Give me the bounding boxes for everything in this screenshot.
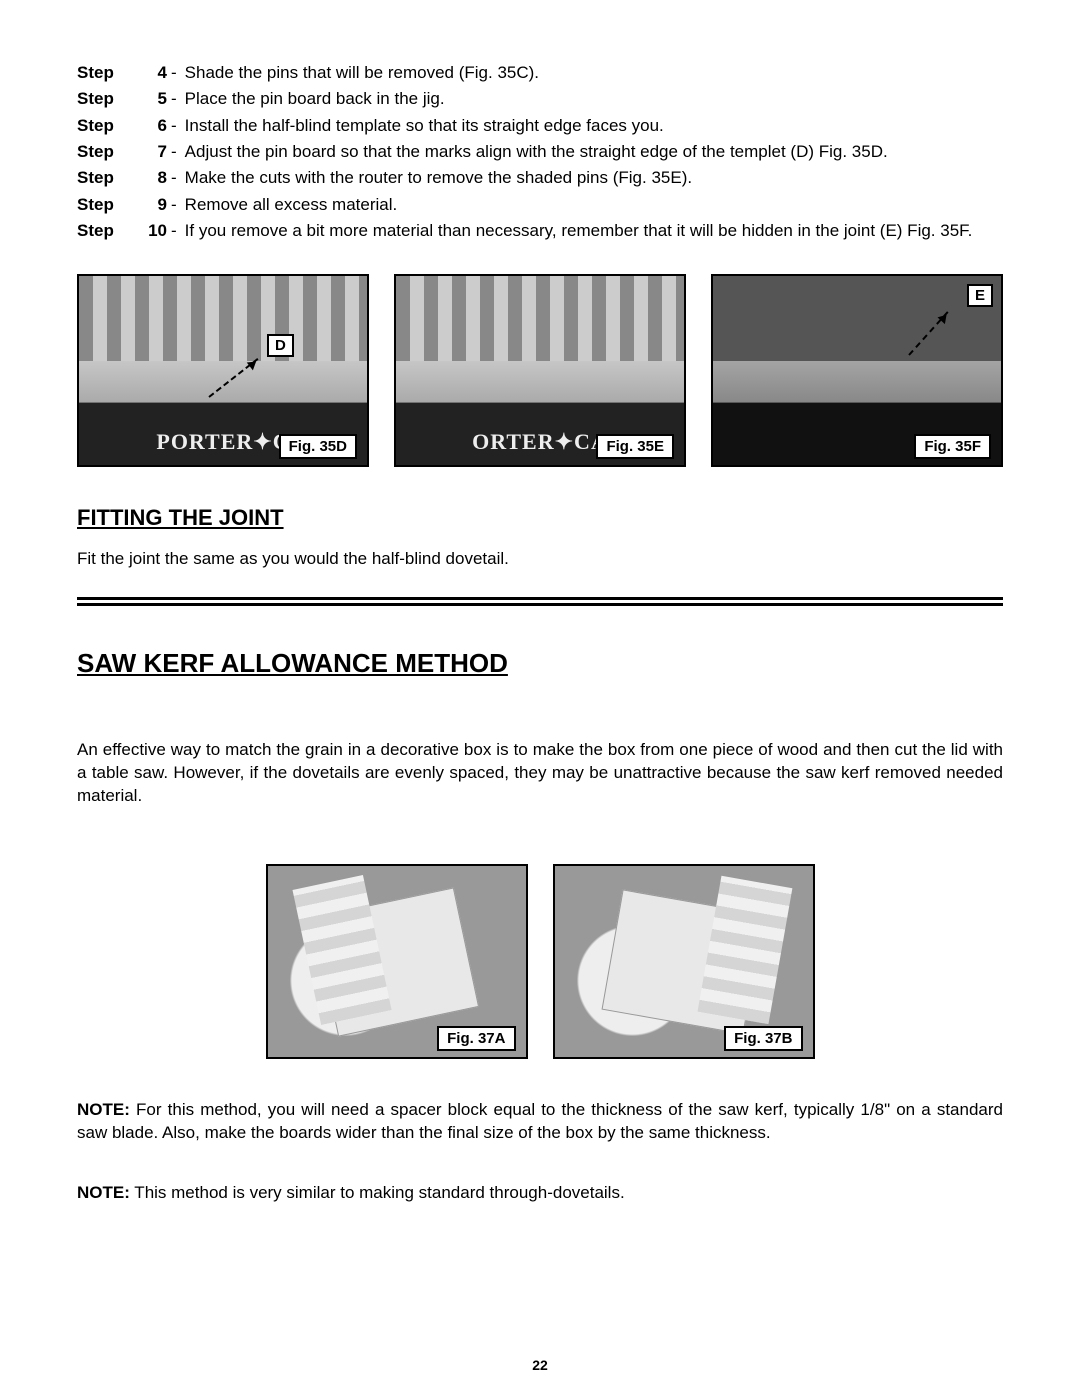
note-1: NOTE: For this method, you will need a s…: [77, 1099, 1003, 1145]
kerf-heading: SAW KERF ALLOWANCE METHOD: [77, 648, 1003, 679]
note-label: NOTE:: [77, 1100, 130, 1119]
kerf-intro-text: An effective way to match the grain in a…: [77, 739, 1003, 808]
step-number: 10: [129, 218, 167, 244]
fitting-heading: FITTING THE JOINT: [77, 505, 1003, 531]
step-label: Step: [77, 113, 129, 139]
step-row: Step 10 - If you remove a bit more mater…: [77, 218, 1003, 244]
dash: -: [171, 165, 177, 191]
step-row: Step 6 - Install the half-blind template…: [77, 113, 1003, 139]
page-number: 22: [0, 1357, 1080, 1373]
step-label: Step: [77, 139, 129, 165]
step-label: Step: [77, 218, 129, 244]
note-text: This method is very similar to making st…: [130, 1183, 625, 1202]
step-text: Install the half-blind template so that …: [185, 113, 1003, 139]
double-rule: [77, 597, 1003, 606]
step-label: Step: [77, 86, 129, 112]
figure-row-35: PORTER✦C D Fig. 35D ORTER✦CA Fig. 35E E …: [77, 274, 1003, 467]
step-row: Step 5 - Place the pin board back in the…: [77, 86, 1003, 112]
step-row: Step 8 - Make the cuts with the router t…: [77, 165, 1003, 191]
step-row: Step 9 - Remove all excess material.: [77, 192, 1003, 218]
dash: -: [171, 60, 177, 86]
dash: -: [171, 218, 177, 244]
step-number: 6: [129, 113, 167, 139]
step-label: Step: [77, 60, 129, 86]
step-text: Shade the pins that will be removed (Fig…: [185, 60, 1003, 86]
callout-e: E: [967, 284, 993, 307]
step-label: Step: [77, 192, 129, 218]
figure-37a: Fig. 37A: [266, 864, 528, 1059]
step-row: Step 7 - Adjust the pin board so that th…: [77, 139, 1003, 165]
figure-caption: Fig. 37A: [437, 1026, 515, 1051]
step-text: Make the cuts with the router to remove …: [185, 165, 1003, 191]
step-text: Remove all excess material.: [185, 192, 1003, 218]
step-number: 5: [129, 86, 167, 112]
figure-35d: PORTER✦C D Fig. 35D: [77, 274, 369, 467]
step-list: Step 4 - Shade the pins that will be rem…: [77, 60, 1003, 244]
figure-caption: Fig. 37B: [724, 1026, 802, 1051]
figure-37b: Fig. 37B: [553, 864, 815, 1059]
figure-35e: ORTER✦CA Fig. 35E: [394, 274, 686, 467]
note-text: For this method, you will need a spacer …: [77, 1100, 1003, 1142]
step-text: If you remove a bit more material than n…: [185, 218, 1003, 244]
step-number: 7: [129, 139, 167, 165]
figure-caption: Fig. 35F: [914, 434, 991, 459]
figure-caption: Fig. 35E: [596, 434, 674, 459]
figure-row-37: Fig. 37A Fig. 37B: [77, 864, 1003, 1059]
figure-caption: Fig. 35D: [279, 434, 357, 459]
note-label: NOTE:: [77, 1183, 130, 1202]
dash: -: [171, 139, 177, 165]
step-number: 4: [129, 60, 167, 86]
callout-d: D: [267, 334, 294, 357]
dash: -: [171, 113, 177, 139]
step-text: Adjust the pin board so that the marks a…: [185, 139, 1003, 165]
step-number: 9: [129, 192, 167, 218]
step-label: Step: [77, 165, 129, 191]
figure-35f: E Fig. 35F: [711, 274, 1003, 467]
fitting-text: Fit the joint the same as you would the …: [77, 549, 1003, 569]
dash: -: [171, 86, 177, 112]
step-row: Step 4 - Shade the pins that will be rem…: [77, 60, 1003, 86]
page: Step 4 - Shade the pins that will be rem…: [0, 0, 1080, 1223]
dash: -: [171, 192, 177, 218]
step-number: 8: [129, 165, 167, 191]
note-2: NOTE: This method is very similar to mak…: [77, 1183, 1003, 1203]
step-text: Place the pin board back in the jig.: [185, 86, 1003, 112]
